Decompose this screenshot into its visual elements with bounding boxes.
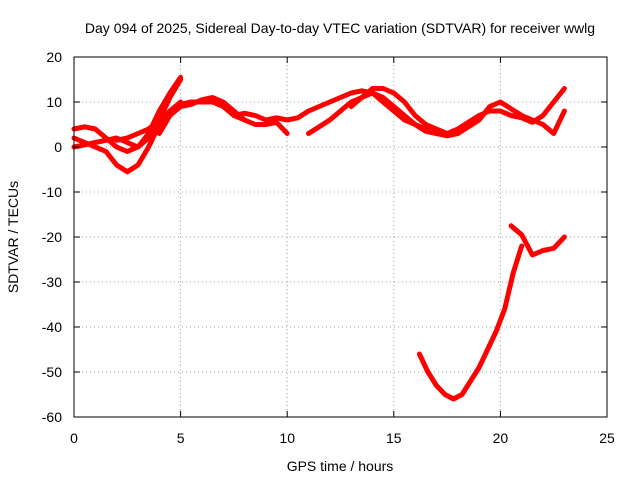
series-line-sat-d — [114, 99, 184, 143]
y-tick-label: -60 — [42, 409, 62, 425]
y-tick-label: -50 — [42, 364, 62, 380]
y-tick-label: -10 — [42, 184, 62, 200]
series-line-sat-e — [156, 95, 290, 136]
chart-title: Day 094 of 2025, Sidereal Day-to-day VTE… — [85, 20, 595, 36]
series-line-sat-b — [71, 74, 184, 154]
series-line-sat-f — [231, 88, 439, 136]
x-tick-label: 25 — [599, 430, 615, 446]
series-line-sat-j — [416, 243, 525, 402]
series-line-sat-g — [306, 90, 461, 139]
y-tick-label: 0 — [54, 139, 62, 155]
series-line-sat-i — [444, 86, 567, 136]
ticks — [73, 56, 608, 418]
series-line-sat-k — [508, 223, 567, 258]
series-group — [71, 74, 567, 402]
series-line-sat-c — [71, 77, 184, 150]
y-tick-label: -30 — [42, 274, 62, 290]
y-tick-label: 10 — [46, 94, 62, 110]
x-tick-label: 15 — [386, 430, 402, 446]
x-tick-label: 10 — [279, 430, 295, 446]
y-tick-labels: -60 -50 -40 -30 -20 -10 0 10 20 — [42, 49, 62, 425]
y-axis-label: SDTVAR / TECUs — [5, 181, 21, 293]
x-tick-label: 5 — [177, 430, 185, 446]
y-tick-label: -40 — [42, 319, 62, 335]
x-tick-label: 20 — [493, 430, 509, 446]
x-tick-label: 0 — [70, 430, 78, 446]
grid — [74, 57, 607, 417]
y-tick-label: -20 — [42, 229, 62, 245]
y-tick-label: 20 — [46, 49, 62, 65]
x-axis-label: GPS time / hours — [287, 458, 394, 474]
x-tick-labels: 0 5 10 15 20 25 — [70, 430, 615, 446]
